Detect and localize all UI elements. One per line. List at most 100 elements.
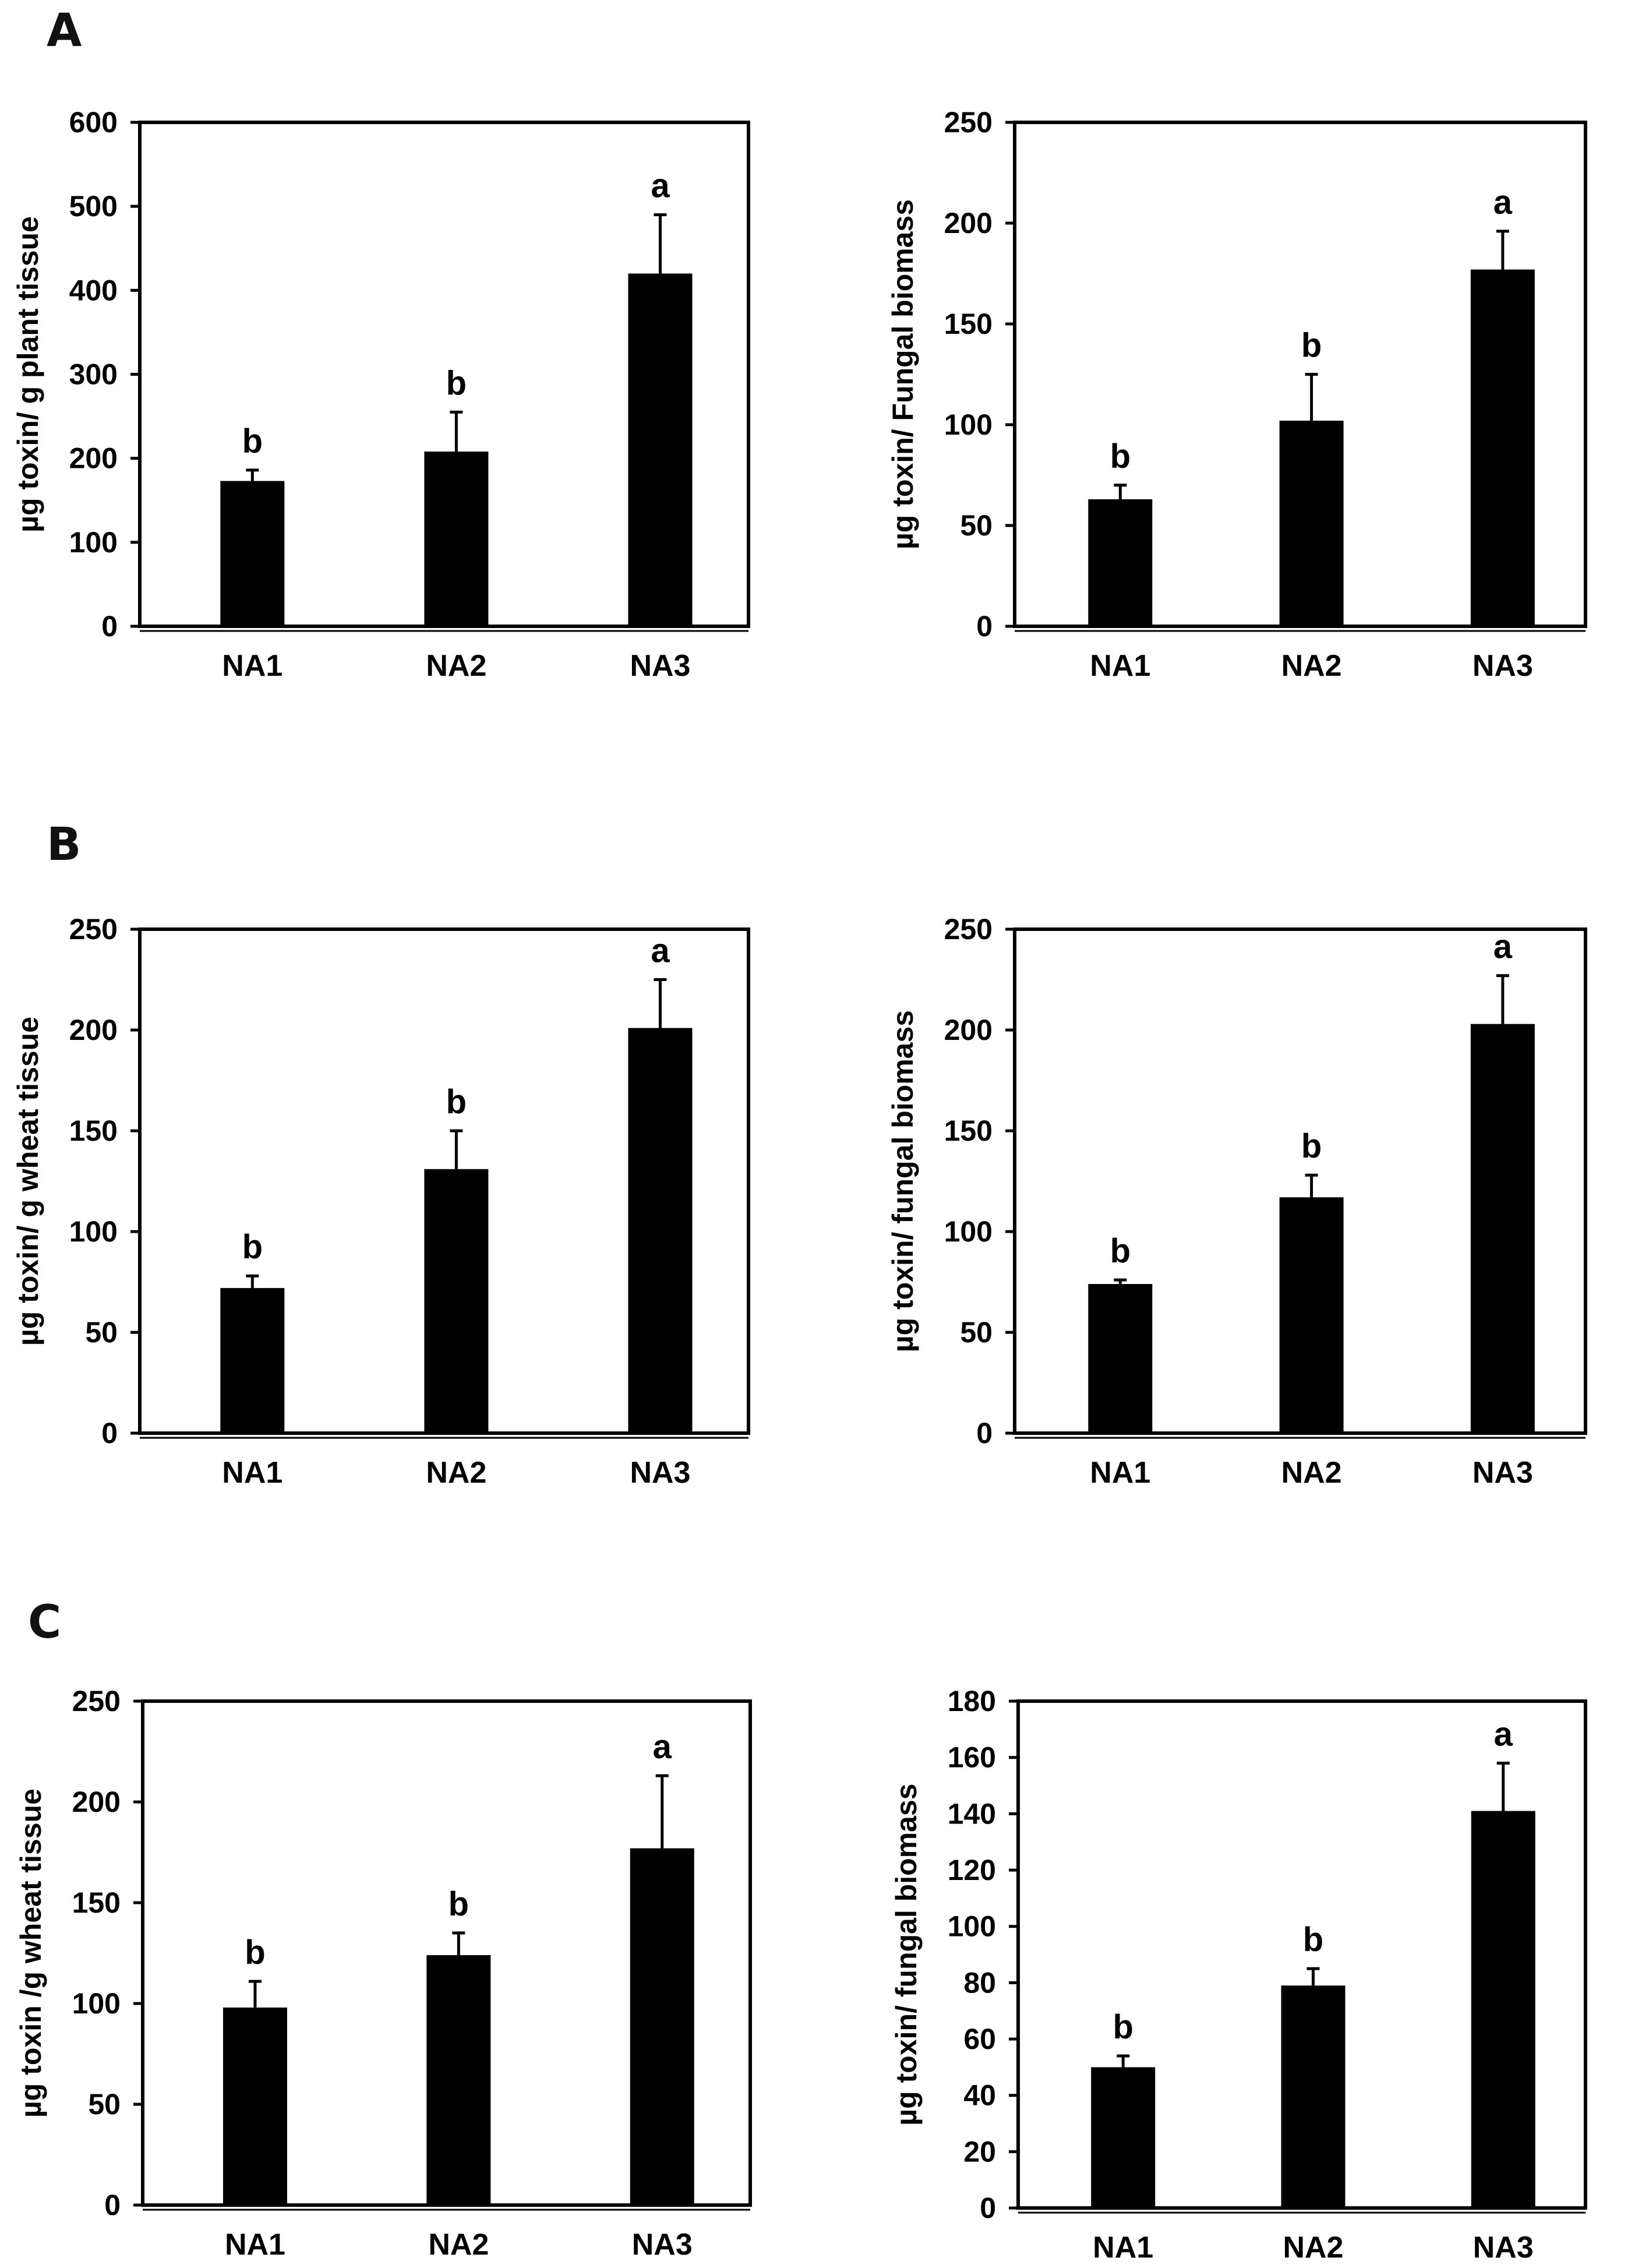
y-tick-label-c-right-9: 180	[948, 1685, 996, 1717]
significance-label-a-left-na3: a	[651, 167, 670, 205]
x-tick-label-c-left-na3: NA3	[632, 2228, 693, 2262]
significance-label-b-left-na2: b	[446, 1083, 467, 1121]
bar-a-left-na1	[220, 481, 285, 626]
y-tick-label-b-left-3: 150	[69, 1114, 118, 1147]
y-tick-label-c-right-6: 120	[948, 1854, 996, 1886]
x-tick-label-a-left-na3: NA3	[630, 649, 690, 683]
significance-label-b-left-na3: a	[651, 932, 670, 970]
y-axis-label-c-left: µg toxin /g wheat tissue	[15, 1789, 47, 2118]
y-axis-label-c-right: µg toxin/ fungal biomass	[890, 1783, 923, 2125]
x-tick-label-c-right-na1: NA1	[1093, 2231, 1153, 2265]
y-tick-label-b-right-0: 0	[976, 1417, 993, 1449]
y-tick-label-b-left-1: 50	[85, 1316, 118, 1349]
x-tick-label-a-right-na2: NA2	[1281, 649, 1342, 683]
y-axis-label-a-right: µg toxin/ Fungal biomass	[887, 199, 919, 549]
x-tick-label-b-right-na3: NA3	[1472, 1456, 1533, 1490]
y-tick-label-b-left-4: 200	[69, 1014, 118, 1046]
x-tick-label-a-left-na2: NA2	[426, 649, 486, 683]
y-tick-label-c-right-1: 20	[963, 2135, 996, 2168]
y-tick-label-a-left-3: 300	[69, 358, 118, 391]
significance-label-c-left-na3: a	[653, 1728, 672, 1766]
y-tick-label-c-left-1: 50	[88, 2088, 121, 2121]
bar-b-left-na3	[628, 1028, 693, 1433]
bar-b-right-na2	[1279, 1197, 1344, 1433]
significance-label-c-right-na2: b	[1303, 1921, 1323, 1959]
y-tick-label-b-right-5: 250	[944, 913, 993, 946]
y-tick-label-c-left-0: 0	[104, 2189, 121, 2221]
bar-c-left-na1	[223, 2007, 287, 2205]
significance-label-c-right-na3: a	[1494, 1715, 1513, 1753]
y-tick-label-c-right-3: 60	[963, 2023, 996, 2055]
significance-label-a-right-na2: b	[1301, 327, 1322, 365]
panel-label-c: C	[28, 1596, 62, 1649]
significance-label-c-left-na2: b	[449, 1885, 469, 1923]
y-tick-label-b-right-3: 150	[944, 1114, 993, 1147]
significance-label-b-left-na1: b	[242, 1228, 263, 1266]
x-tick-label-c-right-na2: NA2	[1283, 2231, 1343, 2265]
bar-a-left-na3	[628, 273, 693, 626]
y-tick-label-a-left-0: 0	[101, 610, 118, 643]
y-tick-label-b-left-0: 0	[101, 1417, 118, 1449]
bar-b-left-na2	[424, 1169, 489, 1433]
y-axis-label-b-left: µg toxin/ g wheat tissue	[12, 1017, 44, 1346]
y-axis-label-b-right: µg toxin/ fungal biomass	[887, 1010, 919, 1352]
y-tick-label-c-right-4: 80	[963, 1966, 996, 1999]
y-tick-label-a-right-2: 100	[944, 408, 993, 441]
y-tick-label-a-right-0: 0	[976, 610, 993, 643]
y-tick-label-a-left-5: 500	[69, 190, 118, 223]
significance-label-a-right-na3: a	[1493, 184, 1513, 221]
bar-b-right-na1	[1088, 1283, 1153, 1433]
bar-b-left-na1	[220, 1288, 285, 1433]
y-tick-label-a-left-6: 600	[69, 106, 118, 139]
y-tick-label-c-left-2: 100	[72, 1987, 121, 2020]
y-tick-label-c-left-4: 200	[72, 1786, 121, 1818]
y-tick-label-c-right-0: 0	[980, 2192, 996, 2224]
y-tick-label-a-right-5: 250	[944, 106, 993, 139]
y-tick-label-c-right-5: 100	[948, 1910, 996, 1943]
significance-label-c-left-na1: b	[245, 1934, 265, 1971]
y-tick-label-a-left-1: 100	[69, 526, 118, 559]
bar-c-left-na2	[426, 1955, 491, 2205]
y-tick-label-a-right-1: 50	[960, 509, 993, 542]
x-tick-label-c-left-na2: NA2	[428, 2228, 489, 2262]
y-tick-label-b-left-2: 100	[69, 1215, 118, 1248]
y-tick-label-b-right-4: 200	[944, 1014, 993, 1046]
x-tick-label-b-right-na1: NA1	[1090, 1456, 1150, 1490]
y-tick-label-c-left-3: 150	[72, 1886, 121, 1919]
significance-label-a-left-na1: b	[242, 422, 263, 460]
y-tick-label-a-right-4: 200	[944, 207, 993, 239]
y-axis-label-a-left: µg toxin/ g plant tissue	[12, 216, 44, 532]
panel-label-b: B	[47, 819, 82, 871]
bar-c-right-na3	[1471, 1811, 1535, 2208]
x-tick-label-b-left-na2: NA2	[426, 1456, 486, 1490]
y-tick-label-a-left-2: 200	[69, 442, 118, 475]
x-tick-label-c-right-na3: NA3	[1473, 2231, 1534, 2265]
significance-label-c-right-na1: b	[1113, 2008, 1133, 2046]
panel-label-a: A	[47, 5, 82, 57]
y-tick-label-a-left-4: 400	[69, 274, 118, 306]
x-tick-label-a-right-na1: NA1	[1090, 649, 1150, 683]
y-tick-label-b-right-2: 100	[944, 1215, 993, 1248]
bar-a-right-na2	[1279, 421, 1344, 626]
y-tick-label-c-right-7: 140	[948, 1797, 996, 1830]
x-tick-label-b-left-na3: NA3	[630, 1456, 690, 1490]
x-tick-label-b-left-na1: NA1	[222, 1456, 282, 1490]
bar-c-right-na1	[1091, 2067, 1156, 2208]
x-tick-label-b-right-na2: NA2	[1281, 1456, 1342, 1490]
y-tick-label-a-right-3: 150	[944, 308, 993, 340]
y-tick-label-c-right-2: 40	[963, 2079, 996, 2112]
significance-label-b-right-na2: b	[1301, 1127, 1322, 1165]
bar-a-left-na2	[424, 452, 489, 626]
x-tick-label-a-right-na3: NA3	[1472, 649, 1533, 683]
significance-label-a-right-na1: b	[1110, 438, 1131, 475]
x-tick-label-c-left-na1: NA1	[225, 2228, 285, 2262]
significance-label-a-left-na2: b	[446, 364, 467, 402]
y-tick-label-c-left-5: 250	[72, 1685, 121, 1717]
bar-a-right-na1	[1088, 499, 1153, 626]
bar-c-left-na3	[630, 1848, 694, 2205]
y-tick-label-c-right-8: 160	[948, 1741, 996, 1774]
significance-label-b-right-na3: a	[1493, 928, 1513, 966]
y-tick-label-b-left-5: 250	[69, 913, 118, 946]
significance-label-b-right-na1: b	[1110, 1232, 1131, 1270]
